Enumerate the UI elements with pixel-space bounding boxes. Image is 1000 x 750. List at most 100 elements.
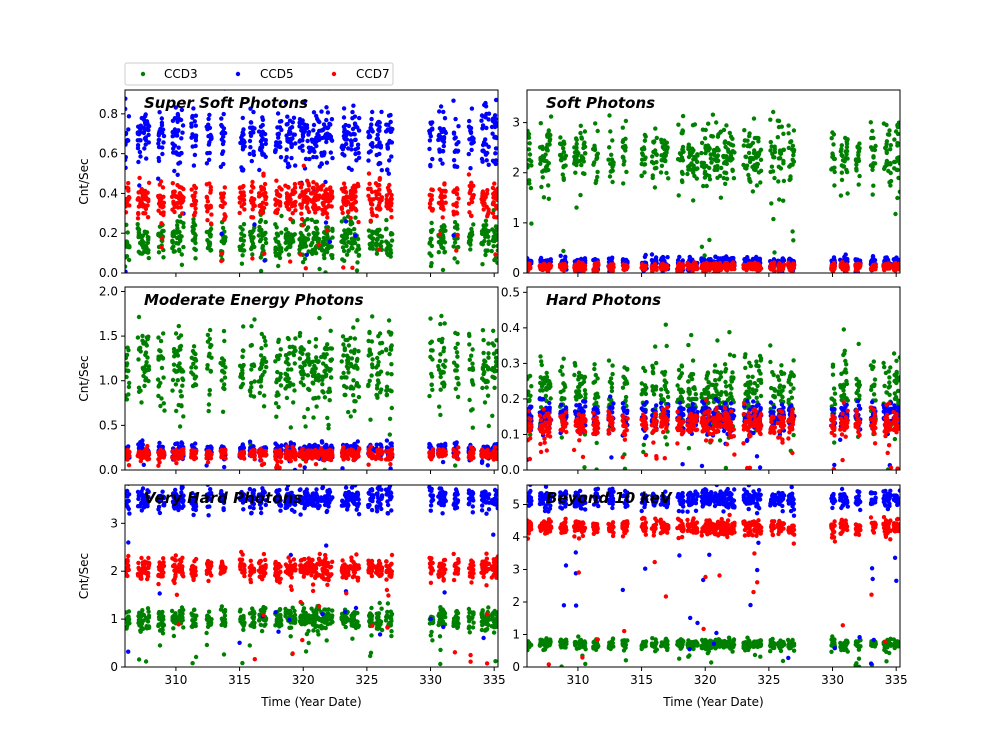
point-ccd3 [610, 159, 615, 164]
point-ccd7 [687, 264, 692, 269]
point-ccd5 [251, 149, 256, 154]
point-ccd7 [679, 269, 684, 273]
point-ccd7 [438, 205, 444, 211]
point-ccd5 [480, 148, 485, 153]
point-ccd3 [158, 349, 163, 354]
point-ccd3 [366, 338, 371, 344]
point-ccd3 [777, 197, 782, 202]
point-ccd3 [193, 256, 198, 261]
point-ccd3 [156, 393, 161, 399]
point-ccd5 [279, 443, 284, 448]
point-ccd3 [855, 144, 860, 149]
point-ccd3 [239, 384, 244, 389]
point-ccd5 [256, 129, 262, 134]
point-ccd3 [179, 394, 184, 399]
point-ccd3 [768, 169, 773, 175]
point-ccd3 [428, 340, 433, 346]
point-ccd3 [453, 386, 458, 391]
point-ccd5 [387, 140, 392, 145]
point-ccd3 [787, 164, 792, 169]
point-ccd7 [492, 190, 497, 195]
point-ccd3 [193, 365, 198, 370]
point-ccd5 [369, 122, 374, 127]
point-ccd5 [250, 444, 256, 449]
point-ccd3 [467, 235, 472, 241]
point-ccd3 [174, 240, 179, 246]
point-ccd5 [428, 134, 433, 139]
point-ccd5 [453, 116, 458, 122]
point-ccd5 [706, 257, 712, 262]
point-ccd3 [222, 238, 228, 244]
point-ccd3 [222, 338, 227, 344]
point-ccd5 [322, 150, 327, 155]
point-ccd5 [205, 444, 210, 450]
point-ccd3 [470, 365, 475, 371]
point-ccd3 [468, 408, 474, 413]
point-ccd5 [324, 139, 329, 145]
point-ccd5 [260, 151, 265, 156]
point-ccd5 [323, 125, 328, 130]
point-ccd3 [387, 416, 393, 421]
point-ccd5 [175, 117, 180, 123]
point-ccd3 [495, 243, 498, 249]
point-ccd3 [326, 426, 331, 431]
point-ccd3 [771, 216, 776, 222]
point-ccd7 [840, 259, 845, 265]
point-ccd7 [752, 261, 758, 266]
point-ccd3 [370, 236, 376, 242]
point-ccd5 [451, 233, 456, 238]
point-ccd3 [726, 157, 731, 163]
point-ccd5 [327, 239, 333, 244]
point-ccd3 [776, 156, 782, 161]
point-ccd5 [389, 154, 394, 159]
point-ccd3 [429, 236, 434, 241]
point-ccd3 [686, 144, 691, 150]
point-ccd7 [562, 261, 567, 267]
point-ccd3 [839, 163, 844, 168]
point-ccd5 [252, 222, 257, 227]
point-ccd5 [315, 133, 320, 138]
point-ccd3 [276, 339, 281, 345]
point-ccd5 [369, 116, 374, 122]
point-ccd5 [484, 125, 489, 131]
point-ccd3 [345, 359, 350, 365]
point-ccd5 [160, 151, 165, 157]
point-ccd3 [710, 112, 716, 117]
point-ccd3 [438, 352, 443, 357]
point-ccd7 [192, 213, 197, 218]
point-ccd3 [273, 222, 278, 227]
point-ccd3 [743, 165, 748, 171]
point-ccd3 [369, 339, 375, 344]
point-ccd7 [369, 189, 375, 195]
point-ccd7 [693, 263, 699, 268]
point-ccd5 [247, 439, 253, 444]
point-ccd3 [768, 148, 773, 153]
point-ccd3 [241, 324, 246, 329]
point-ccd3 [221, 328, 227, 334]
point-ccd5 [248, 106, 253, 111]
point-ccd7 [208, 221, 214, 226]
point-ccd3 [791, 238, 796, 243]
point-ccd3 [339, 219, 344, 224]
point-ccd7 [176, 194, 181, 199]
y-tick-label: 0.8 [99, 107, 118, 121]
point-ccd3 [441, 349, 446, 354]
point-ccd3 [389, 405, 394, 411]
point-ccd3 [323, 368, 328, 373]
point-ccd3 [754, 183, 760, 188]
point-ccd5 [843, 252, 848, 257]
point-ccd3 [278, 375, 283, 380]
point-ccd3 [493, 359, 498, 364]
point-ccd7 [140, 188, 145, 193]
point-ccd3 [428, 316, 433, 321]
point-ccd5 [385, 168, 390, 173]
point-ccd3 [582, 129, 588, 134]
point-ccd3 [712, 167, 717, 173]
point-ccd7 [389, 192, 394, 198]
point-ccd3 [320, 382, 325, 387]
point-ccd3 [572, 159, 577, 164]
point-ccd7 [292, 203, 297, 208]
point-ccd3 [146, 378, 151, 384]
point-ccd3 [895, 131, 900, 137]
point-ccd5 [277, 125, 283, 130]
